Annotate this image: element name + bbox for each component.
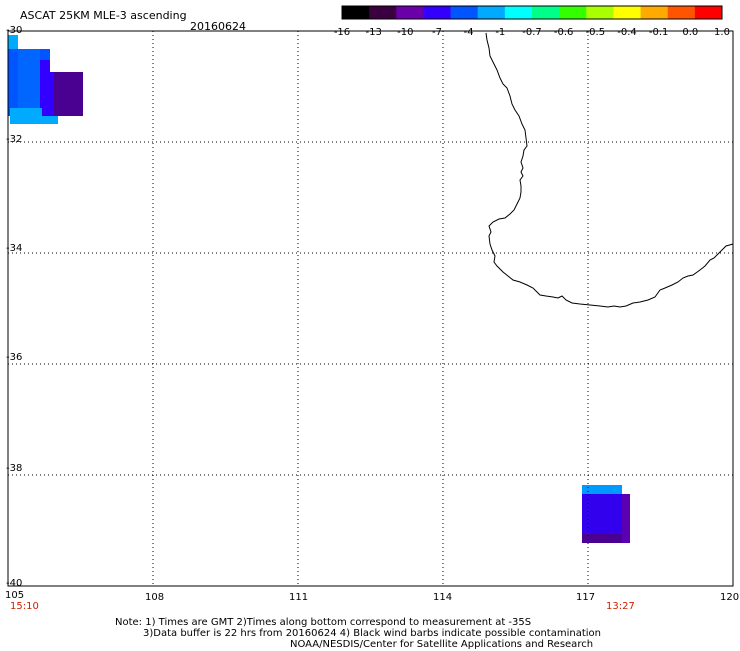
- colorbar-label: -0.5: [586, 27, 606, 38]
- colorbar-label: -13: [365, 27, 381, 38]
- colorbar-swatch: [532, 6, 560, 19]
- time-label-left: 15:10: [10, 601, 39, 612]
- colorbar-swatch: [477, 6, 506, 19]
- data-cell: [622, 494, 630, 543]
- lon-label-108: 108: [145, 592, 165, 603]
- data-cell: [582, 534, 630, 543]
- lat-label-30: -30: [6, 25, 23, 36]
- colorbar-label: -1: [495, 27, 505, 38]
- lat-label-40: -40: [6, 578, 23, 589]
- note-line-3: NOAA/NESDIS/Center for Satellite Applica…: [290, 639, 594, 650]
- colorbar-label: -10: [397, 27, 413, 38]
- colorbar-label: -0.6: [554, 27, 574, 38]
- lat-label-38: -38: [6, 463, 23, 474]
- data-cell: [8, 35, 18, 49]
- colorbar-swatch: [640, 6, 669, 19]
- colorbar-label: -0.7: [522, 27, 542, 38]
- colorbar-swatch: [504, 6, 533, 19]
- colorbar-label: -0.4: [617, 27, 637, 38]
- colorbar-swatch: [559, 6, 587, 19]
- colorbar-label: -16: [334, 27, 350, 38]
- colorbar-label: 1.0: [714, 27, 730, 38]
- note-line-1: Note: 1) Times are GMT 2)Times along bot…: [115, 617, 532, 628]
- colorbar-label: -4: [464, 27, 474, 38]
- lon-label-105: 105: [5, 590, 25, 601]
- colorbar-swatch: [667, 6, 696, 19]
- colorbar-swatch: [369, 6, 397, 19]
- lat-label-36: -36: [6, 352, 23, 363]
- colorbar-label: 0.0: [682, 27, 698, 38]
- lon-label-114: 114: [433, 592, 453, 603]
- colorbar: -16 -13 -10 -7 -4 -1 -0.7 -0.6 -0.5 -0.4 -0.1 0.0 1.…: [334, 5, 730, 38]
- colorbar-label: -7: [432, 27, 442, 38]
- colorbar-swatch: [450, 6, 479, 19]
- lat-label-32: -32: [6, 134, 23, 145]
- time-label-right: 13:27: [606, 601, 635, 612]
- data-cell: [42, 72, 54, 116]
- map-date: 20160624: [190, 20, 246, 33]
- data-cell: [18, 49, 40, 116]
- lon-label-111: 111: [289, 592, 309, 603]
- map-frame: [7, 30, 734, 587]
- lon-label-120: 120: [720, 592, 740, 603]
- data-cells: [8, 35, 630, 543]
- colorbar-frame: [341, 5, 723, 20]
- lat-label-34: -34: [6, 243, 23, 254]
- note-line-2: 3)Data buffer is 22 hrs from 20160624 4)…: [143, 628, 601, 639]
- colorbar-swatch: [613, 6, 642, 19]
- colorbar-swatch: [423, 6, 452, 19]
- map-title: ASCAT 25KM MLE-3 ascending: [20, 9, 187, 22]
- lon-label-117: 117: [576, 592, 596, 603]
- colorbar-label: -0.1: [649, 27, 669, 38]
- colorbar-swatch: [586, 6, 614, 19]
- colorbar-swatch: [396, 6, 424, 19]
- data-cell: [582, 485, 622, 495]
- coastline: [485, 32, 734, 308]
- map-grid: [8, 31, 733, 586]
- colorbar-swatch: [694, 6, 723, 19]
- colorbar-swatch: [342, 6, 370, 19]
